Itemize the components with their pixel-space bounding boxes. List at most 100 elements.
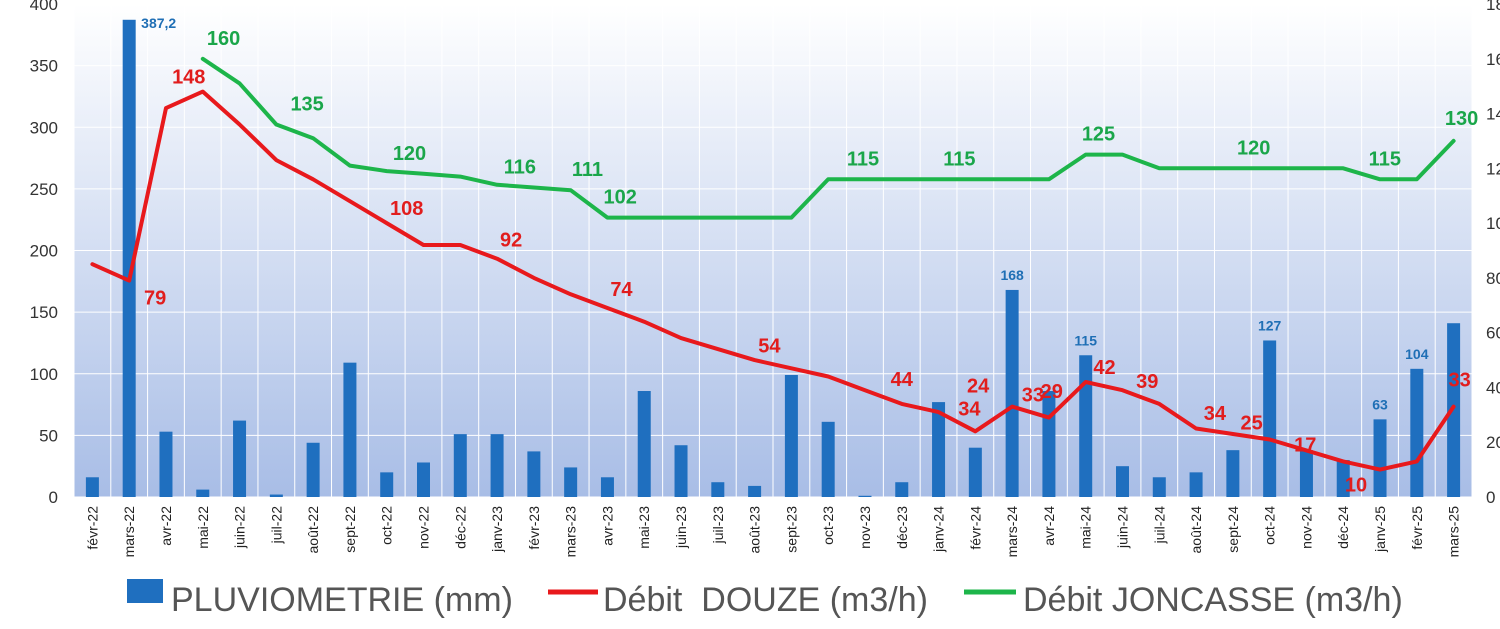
x-tick-label: juil-24: [1151, 506, 1167, 545]
joncasse-data-label: 120: [393, 143, 426, 165]
joncasse-data-label: 115: [1369, 148, 1401, 170]
bar-pluviometrie: [858, 495, 872, 497]
bar-pluviometrie: [1079, 355, 1093, 497]
x-tick-label: août-22: [305, 506, 321, 554]
y-left-tick-label: 150: [30, 303, 58, 322]
douze-data-label: 34: [958, 398, 981, 420]
bar-pluviometrie: [1005, 289, 1019, 497]
x-tick-label: juin-22: [232, 506, 248, 549]
bar-data-label: 387,2: [141, 15, 176, 31]
bar-pluviometrie: [711, 482, 725, 497]
x-tick-label: avr-23: [599, 506, 615, 546]
y-right-tick-label: 20: [1486, 433, 1500, 452]
bar-pluviometrie: [233, 420, 247, 497]
joncasse-data-label: 160: [207, 28, 240, 50]
douze-data-label: 74: [610, 279, 633, 301]
joncasse-data-label: 130: [1445, 108, 1478, 130]
bar-pluviometrie: [1189, 472, 1203, 497]
legend-label-joncasse: Débit JONCASSE (m3/h): [1023, 581, 1403, 619]
y-right-tick-label: 140: [1486, 105, 1500, 124]
bar-pluviometrie: [380, 472, 394, 497]
bar-pluviometrie: [1299, 450, 1313, 497]
x-tick-label: nov-22: [416, 506, 432, 549]
bar-data-label: 168: [1000, 267, 1024, 283]
bar-pluviometrie: [895, 482, 909, 497]
x-tick-label: févr-22: [84, 506, 100, 550]
y-left-tick-label: 100: [30, 365, 58, 384]
bar-pluviometrie: [564, 467, 578, 497]
legend-label-douze: Débit DOUZE (m3/h): [603, 581, 928, 619]
y-right-tick-label: 160: [1486, 50, 1500, 69]
line-debit-joncasse: [200, 56, 1456, 220]
bars-pluviometrie: [85, 19, 1461, 497]
x-tick-label: janv-24: [931, 506, 947, 553]
bar-pluviometrie: [196, 489, 210, 497]
x-tick-label: mars-25: [1446, 506, 1462, 558]
x-tick-label: oct-22: [379, 506, 395, 545]
joncasse-data-label: 120: [1237, 137, 1270, 159]
legend: PLUVIOMETRIE (mm) Débit DOUZE (m3/h) Débit…: [127, 579, 1403, 619]
y-axis-right: 0 20 40 60 80 100 120 140 160 180: [1486, 0, 1500, 507]
x-tick-label: août-23: [747, 506, 763, 554]
x-tick-label: avr-22: [158, 506, 174, 546]
x-tick-label: juil-22: [268, 506, 284, 545]
bar-pluviometrie: [85, 477, 99, 497]
x-axis: févr-22 mars-22 avr-22 mai-22 juin-22 juil-22…: [84, 506, 1461, 558]
x-tick-label: sept-24: [1225, 506, 1241, 553]
douze-data-label: 148: [172, 67, 205, 89]
series-lines: [90, 56, 1456, 472]
y-right-tick-label: 100: [1486, 214, 1500, 233]
bar-pluviometrie: [600, 477, 614, 497]
douze-data-label: 79: [144, 288, 166, 310]
x-tick-label: mai-24: [1078, 506, 1094, 549]
x-tick-label: mai-22: [195, 506, 211, 549]
bar-pluviometrie: [1373, 419, 1387, 497]
douze-data-label: 25: [1241, 412, 1263, 434]
douze-data-label: 39: [1136, 371, 1158, 393]
bar-data-label: 115: [1074, 332, 1097, 348]
bar-pluviometrie: [748, 485, 762, 497]
joncasse-data-label: 115: [943, 148, 975, 170]
y-right-tick-label: 180: [1486, 0, 1500, 14]
joncasse-data-label: 135: [290, 94, 323, 116]
x-tick-label: juin-23: [673, 506, 689, 549]
x-tick-label: déc-22: [452, 506, 468, 549]
x-tick-label: oct-23: [820, 506, 836, 545]
x-tick-label: juil-23: [710, 506, 726, 545]
joncasse-data-label: 115: [847, 148, 879, 170]
x-tick-label: nov-23: [857, 506, 873, 549]
gridlines: [73, 3, 1473, 498]
douze-data-label: 108: [390, 198, 423, 220]
douze-data-label: 24: [967, 376, 990, 398]
bar-pluviometrie: [1263, 340, 1277, 497]
bar-pluviometrie: [490, 434, 504, 497]
joncasse-data-label: 116: [504, 157, 536, 179]
y-right-tick-label: 40: [1486, 378, 1500, 397]
x-tick-label: déc-23: [894, 506, 910, 549]
bar-pluviometrie: [306, 442, 320, 497]
x-tick-label: mars-22: [121, 506, 137, 558]
x-tick-label: janv-25: [1372, 506, 1388, 553]
bar-pluviometrie: [1226, 450, 1240, 497]
y-left-tick-label: 50: [39, 426, 58, 445]
bar-pluviometrie: [1042, 391, 1056, 497]
bar-pluviometrie: [1410, 368, 1424, 497]
x-tick-label: mars-23: [563, 506, 579, 558]
x-tick-label: mars-24: [1004, 506, 1020, 558]
x-tick-label: oct-24: [1262, 506, 1278, 545]
x-tick-label: janv-23: [489, 506, 505, 553]
x-tick-label: sept-23: [783, 506, 799, 553]
joncasse-data-label: 111: [572, 159, 603, 181]
bar-pluviometrie: [122, 19, 136, 497]
y-right-tick-label: 0: [1486, 488, 1495, 507]
douze-data-label: 92: [500, 230, 522, 252]
bar-pluviometrie: [674, 445, 688, 497]
douze-data-label: 42: [1093, 357, 1115, 379]
y-left-tick-label: 200: [30, 242, 58, 261]
bar-data-label: 104: [1405, 346, 1429, 362]
joncasse-data-label: 102: [604, 187, 637, 209]
bar-pluviometrie: [343, 362, 357, 497]
x-tick-label: avr-24: [1041, 506, 1057, 546]
